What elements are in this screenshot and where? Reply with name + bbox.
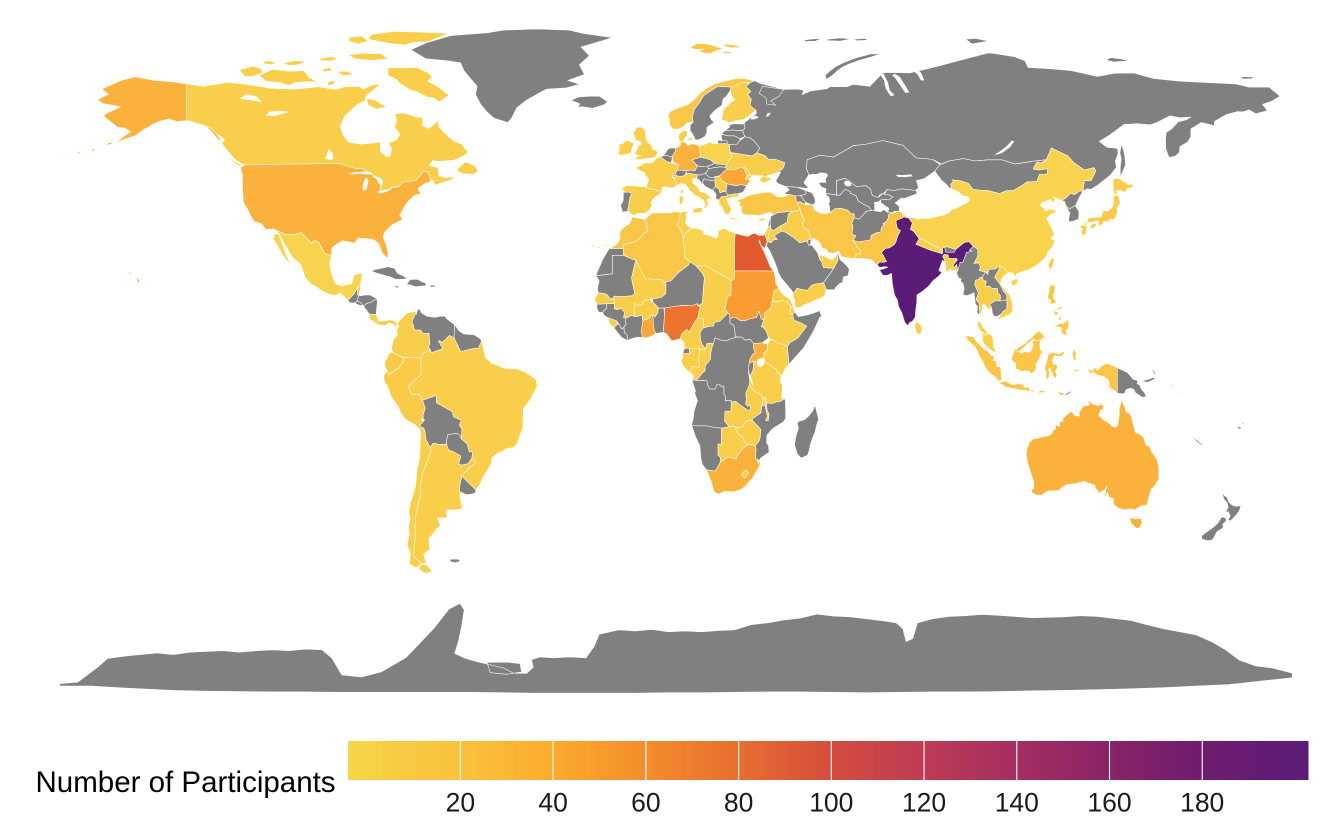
svg-text:40: 40 (538, 788, 567, 816)
svg-text:80: 80 (724, 788, 753, 816)
svg-text:140: 140 (995, 788, 1039, 816)
svg-text:Number of Participants: Number of Participants (36, 766, 336, 799)
svg-text:120: 120 (902, 788, 946, 816)
svg-text:100: 100 (809, 788, 853, 816)
svg-text:160: 160 (1087, 788, 1131, 816)
svg-text:60: 60 (631, 788, 660, 816)
svg-text:20: 20 (446, 788, 475, 816)
svg-text:180: 180 (1180, 788, 1224, 816)
